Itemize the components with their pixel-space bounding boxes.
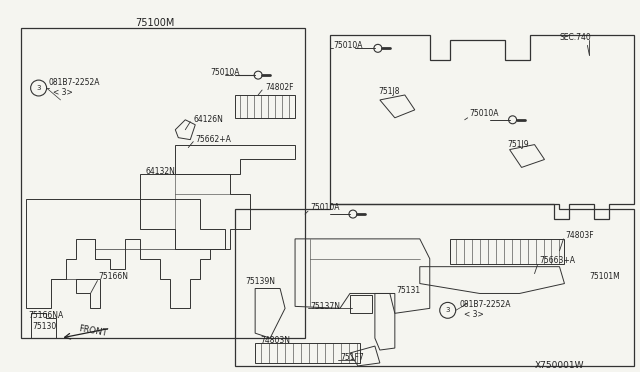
Text: 75010A: 75010A <box>310 203 340 212</box>
Text: 75010A: 75010A <box>470 109 499 118</box>
Text: 64132N: 64132N <box>145 167 175 176</box>
Text: < 3>: < 3> <box>464 310 483 319</box>
Text: 751J9: 751J9 <box>508 140 529 149</box>
Bar <box>255 343 360 363</box>
Text: 75010A: 75010A <box>210 68 240 77</box>
Text: X750001W: X750001W <box>534 362 584 371</box>
Text: 751J8: 751J8 <box>378 87 399 96</box>
Text: 75139N: 75139N <box>245 277 275 286</box>
Text: < 3>: < 3> <box>52 89 72 97</box>
Text: 751F7: 751F7 <box>340 353 364 362</box>
Text: 75131: 75131 <box>396 286 420 295</box>
Text: 081B7-2252A: 081B7-2252A <box>460 300 511 309</box>
Text: 75137N: 75137N <box>310 302 340 311</box>
Text: 3: 3 <box>445 307 450 313</box>
Text: 75166N: 75166N <box>99 272 129 281</box>
Bar <box>235 95 295 118</box>
Text: 75166NA: 75166NA <box>29 311 64 320</box>
Text: SEC.740: SEC.740 <box>559 33 591 42</box>
Text: 75130: 75130 <box>33 322 57 331</box>
Text: 75010A: 75010A <box>333 41 362 50</box>
Text: 75100M: 75100M <box>136 17 175 28</box>
Text: 75662+A: 75662+A <box>195 135 231 144</box>
Text: 74803N: 74803N <box>260 336 290 344</box>
Text: 64126N: 64126N <box>193 115 223 124</box>
Text: 75663+A: 75663+A <box>540 256 575 265</box>
Bar <box>350 295 372 313</box>
Bar <box>450 239 564 264</box>
Text: FRONT: FRONT <box>77 324 108 338</box>
Text: 75101M: 75101M <box>589 272 620 281</box>
Bar <box>20 29 305 338</box>
Text: 081B7-2252A: 081B7-2252A <box>49 78 100 87</box>
Text: 3: 3 <box>36 85 41 91</box>
Text: 74803F: 74803F <box>566 231 594 240</box>
Text: 74802F: 74802F <box>265 83 294 92</box>
